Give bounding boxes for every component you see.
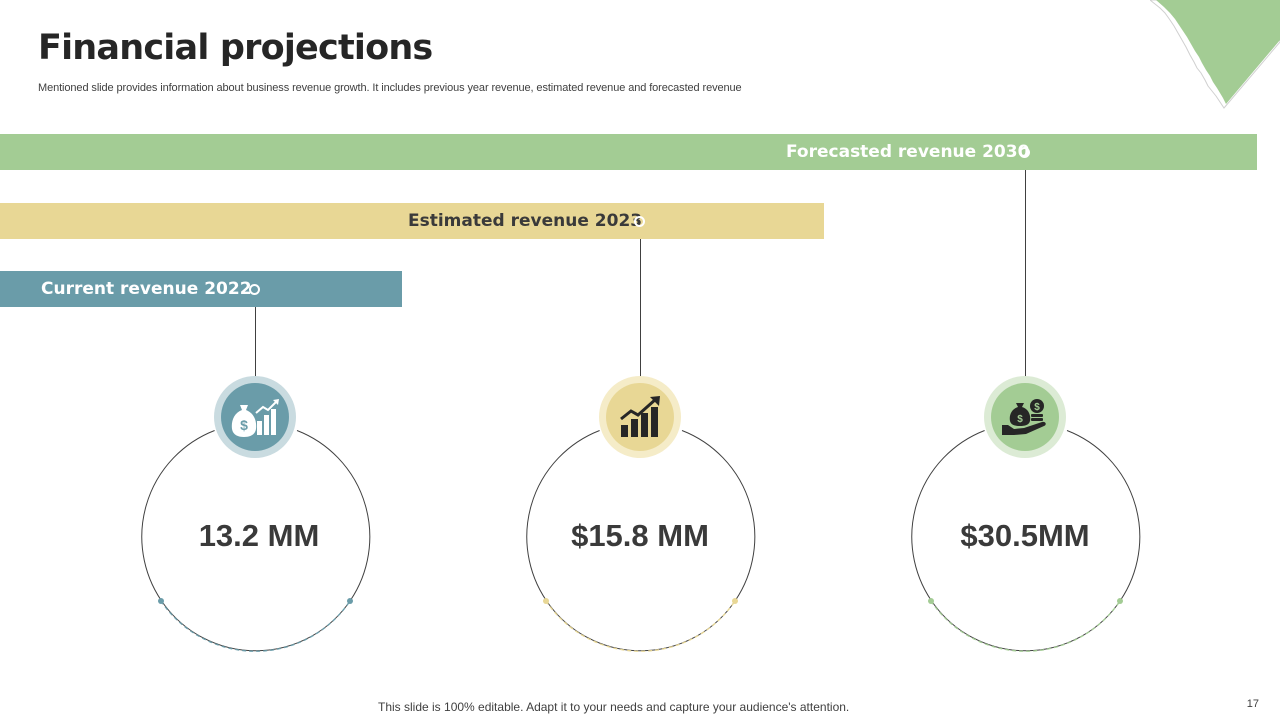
estimated-revenue-circle-arc [526, 430, 756, 652]
current-revenue-arc-dot-left [158, 598, 164, 604]
estimated-revenue-value: $15.8 MM [571, 518, 709, 553]
forecasted-revenue-label: Forecasted revenue 2030 [786, 142, 1030, 162]
forecasted-revenue-marker [1019, 146, 1030, 158]
estimated-revenue-label: Estimated revenue 2023 [408, 211, 643, 231]
estimated-revenue-connector [640, 239, 641, 377]
hand-money-bag-icon: $ $ [1002, 399, 1046, 435]
current-revenue-icon-badge: $ [214, 376, 296, 458]
estimated-revenue-arc-dot-right [732, 598, 738, 604]
forecasted-revenue-value: $30.5MM [960, 518, 1090, 553]
forecasted-revenue-connector [1025, 170, 1026, 377]
current-revenue-value: 13.2 MM [198, 518, 320, 553]
estimated-revenue-circle-dashed-arc [545, 600, 736, 652]
svg-text:$: $ [1017, 414, 1023, 425]
current-revenue-circle-arc [141, 430, 371, 652]
money-bag-chart-icon: $ [231, 399, 279, 437]
estimated-revenue-bar: Estimated revenue 2023 [0, 203, 824, 239]
torn-paper-corner-decoration [1150, 0, 1280, 109]
estimated-revenue-icon-badge [599, 376, 681, 458]
current-revenue-label: Current revenue 2022 [41, 279, 252, 299]
page-number: 17 [1246, 698, 1259, 710]
current-revenue-arc-dot-right [347, 598, 353, 604]
svg-text:$: $ [1034, 402, 1040, 413]
slide-subtitle: Mentioned slide provides information abo… [38, 82, 742, 94]
estimated-revenue-marker [634, 215, 645, 227]
current-revenue-connector [255, 307, 256, 377]
growth-bar-chart-icon [620, 396, 660, 437]
svg-text:$: $ [240, 417, 248, 433]
current-revenue-circle-dashed-arc [160, 600, 351, 652]
forecasted-revenue-bar: Forecasted revenue 2030 [0, 134, 1257, 170]
forecasted-revenue-icon-badge: $ $ [984, 376, 1066, 458]
slide-footer-note: This slide is 100% editable. Adapt it to… [378, 700, 850, 714]
current-revenue-bar: Current revenue 2022 [0, 271, 402, 307]
estimated-revenue-arc-dot-left [543, 598, 549, 604]
forecasted-revenue-arc-dot-left [928, 598, 934, 604]
slide-title: Financial projections [38, 28, 433, 68]
forecasted-revenue-arc-dot-right [1117, 598, 1123, 604]
forecasted-revenue-circle-arc [911, 430, 1141, 652]
current-revenue-marker [249, 283, 260, 295]
forecasted-revenue-circle-dashed-arc [930, 600, 1121, 652]
